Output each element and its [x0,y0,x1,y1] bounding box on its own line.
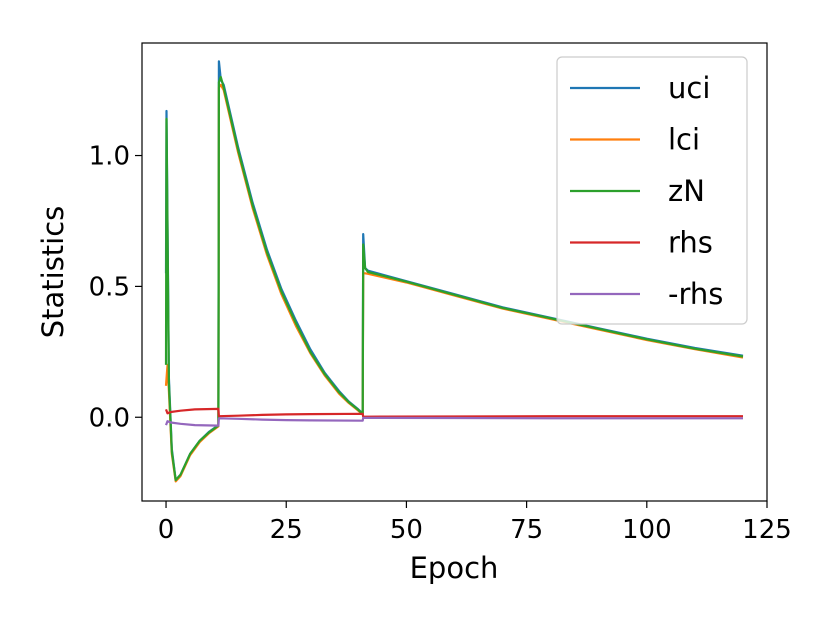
y-axis-ticks: 0.0 0.5 1.0 [89,142,142,433]
x-tick-label: 50 [390,515,423,545]
x-tick-label: 125 [742,515,792,545]
y-tick-label: 0.0 [89,403,130,433]
legend-label: -rhs [668,277,723,311]
plot-frame [141,42,768,502]
legend-label: zN [668,174,705,208]
plot-lines [164,60,744,483]
x-tick-label: 25 [270,515,303,545]
x-axis-ticks: 0 25 50 75 100 125 [158,501,792,545]
series-line-4 [164,407,743,418]
legend-label: rhs [668,226,713,260]
y-axis-label: Statistics [36,206,70,339]
series-line-5 [164,416,743,427]
legend-box [556,56,748,325]
y-tick-label: 0.5 [89,272,130,302]
x-axis-label: Epoch [410,551,499,585]
y-tick-label: 1.0 [89,142,130,172]
x-tick-label: 0 [158,515,175,545]
legend: uci lci zN rhs -rhs [556,56,748,325]
legend-label: uci [668,71,710,105]
series-line-3 [164,75,744,482]
x-tick-label: 75 [510,515,543,545]
x-tick-label: 100 [622,515,672,545]
legend-label: lci [668,123,700,157]
